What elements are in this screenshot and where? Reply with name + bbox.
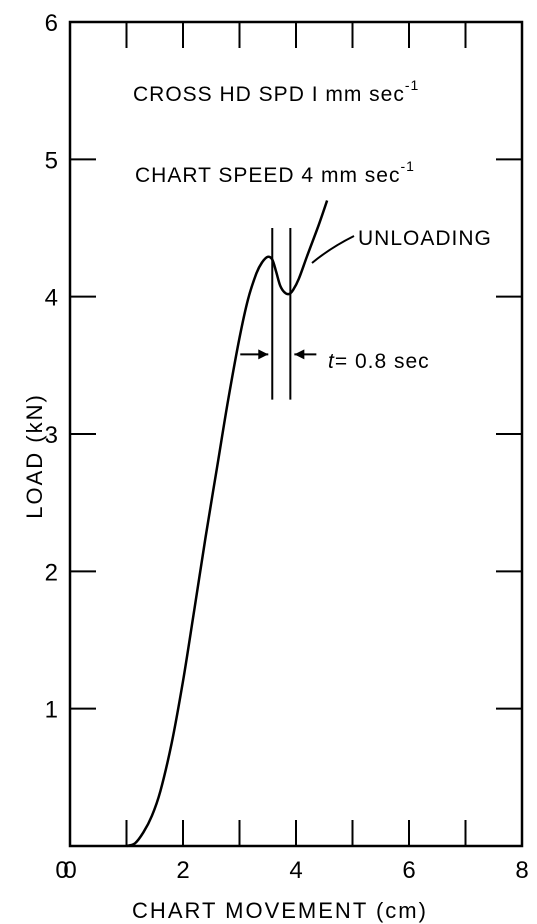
origin-label: 0 — [55, 857, 68, 884]
plot-frame — [68, 20, 524, 848]
unloading-leader-line — [311, 235, 355, 264]
plot-border — [68, 20, 524, 848]
load-curve-line — [126, 200, 329, 848]
x-tick-label: 4 — [289, 857, 302, 884]
unloading-label: UNLOADING — [358, 227, 492, 250]
x-axis-title: CHART MOVEMENT (cm) — [132, 898, 428, 923]
x-tick-label: 8 — [515, 857, 528, 884]
cross-head-speed-annotation: CROSS HD SPD I mm sec-1 — [133, 77, 419, 106]
y-axis-ticks: 1 2 3 4 5 6 0 — [45, 10, 522, 884]
x-tick-label: 0 — [63, 857, 76, 884]
y-tick-label: 1 — [45, 697, 58, 724]
interval-arrowhead-left — [258, 349, 269, 360]
y-tick-label: 5 — [45, 147, 58, 174]
y-tick-label: 2 — [45, 559, 58, 586]
x-tick-label: 6 — [402, 857, 415, 884]
load-curve — [126, 200, 329, 848]
y-axis-title: LOAD (kN) — [22, 393, 47, 519]
interval-arrowhead-right — [294, 349, 305, 360]
y-tick-label: 3 — [45, 422, 58, 449]
y-tick-label: 6 — [45, 10, 58, 37]
chart-speed-annotation: CHART SPEED 4 mm sec-1 — [135, 158, 415, 187]
time-interval-markers — [240, 228, 317, 400]
x-tick-label: 2 — [176, 857, 189, 884]
y-tick-label: 4 — [45, 285, 58, 312]
time-interval-label: t= 0.8 sec — [328, 350, 430, 373]
x-axis-ticks: 0 2 4 6 8 — [63, 22, 529, 884]
